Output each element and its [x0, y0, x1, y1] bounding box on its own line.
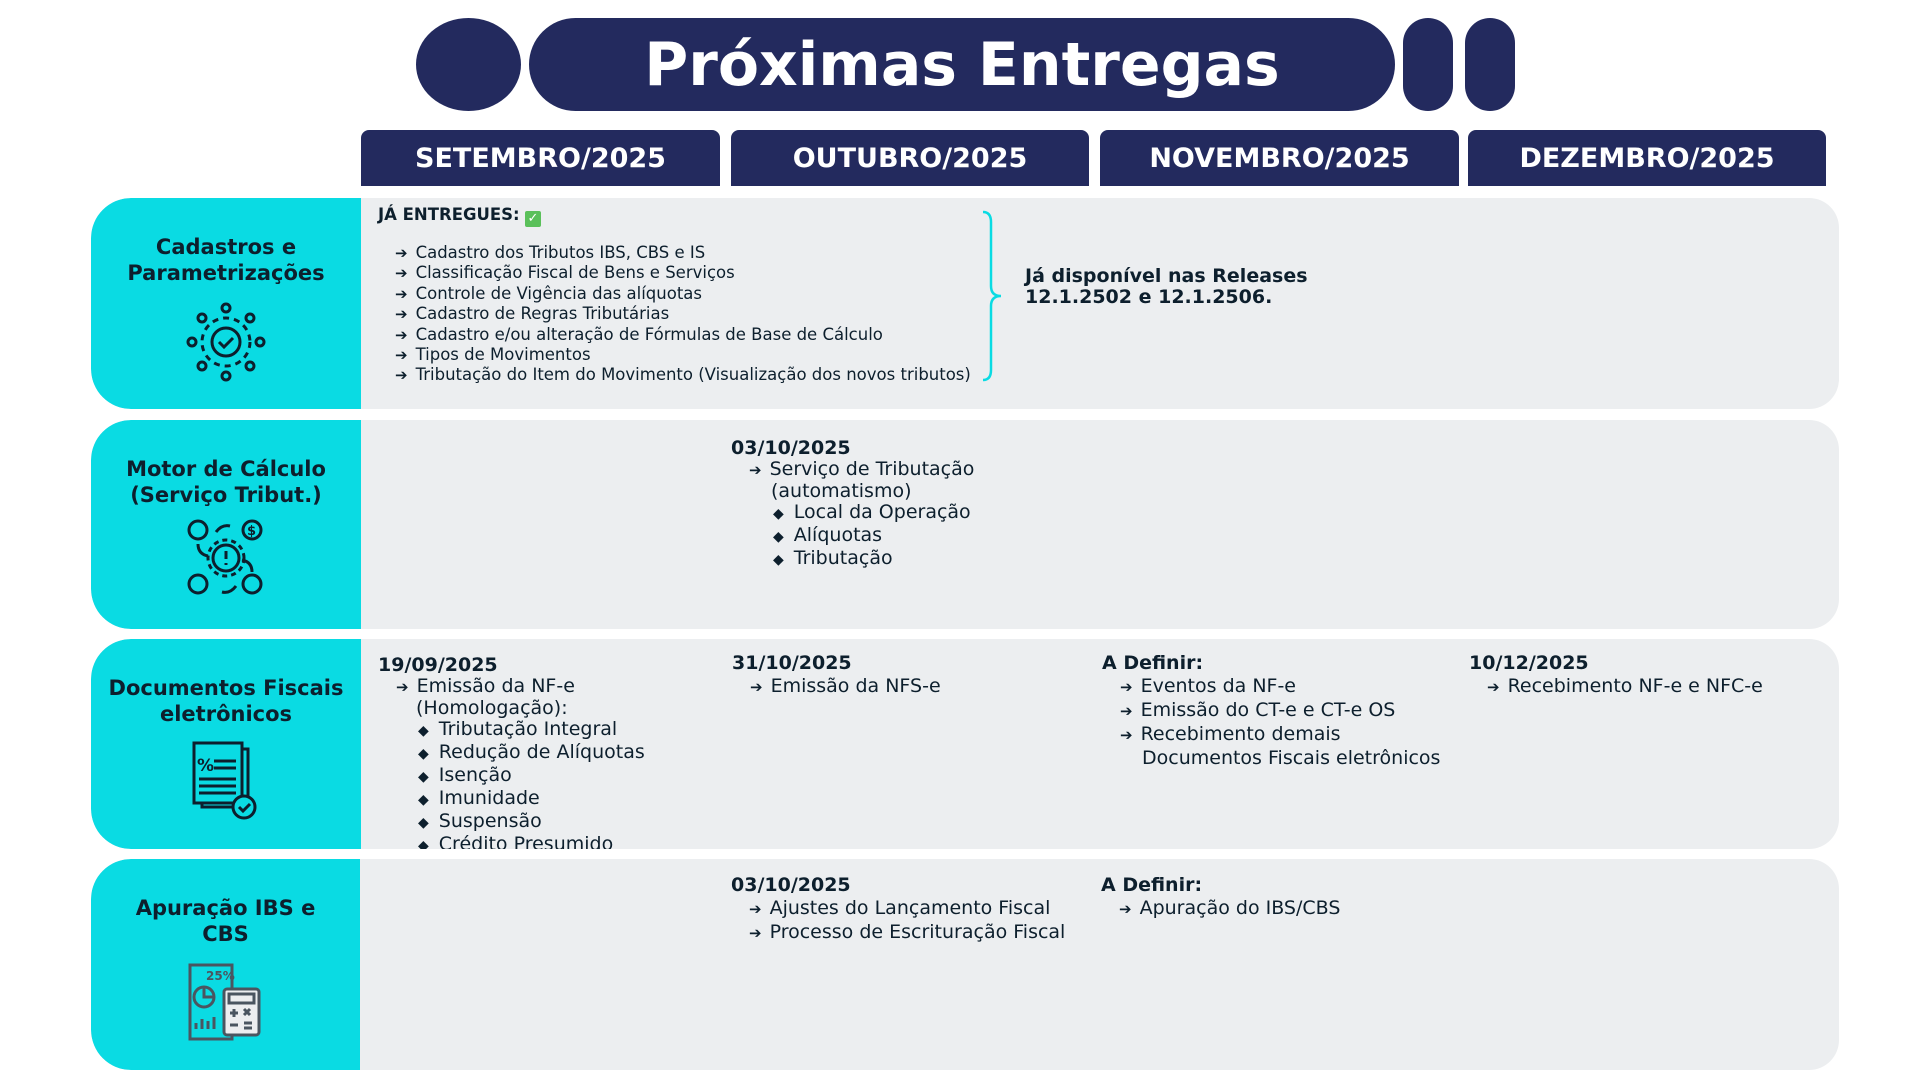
row-label: Motor de Cálculo (Serviço Tribut.) [91, 420, 361, 629]
sub-item: Suspensão [402, 811, 645, 834]
title-decoration-circle [416, 18, 521, 111]
list-item-continued: (Homologação): [416, 697, 568, 719]
row-motor-calculo: Motor de Cálculo (Serviço Tribut.) $ 03/… [91, 420, 1839, 629]
list-item: Ajustes do Lançamento Fiscal [751, 897, 1065, 921]
list-item: Processo de Escrituração Fiscal [751, 921, 1066, 945]
page-title: Próximas Entregas [529, 18, 1395, 111]
list-item: Recebimento demais [1122, 723, 1440, 747]
month-header-december: DEZEMBRO/2025 [1468, 130, 1826, 186]
list-item: Apuração do IBS/CBS [1121, 897, 1341, 921]
sub-item: Redução de Alíquotas [402, 742, 645, 765]
row-documentos-fiscais: Documentos Fiscais eletrônicos % 19/09/2… [91, 639, 1839, 849]
list-item: Tributação do Item do Movimento (Visuali… [397, 365, 971, 385]
svg-text:%: % [197, 756, 214, 776]
list-item: Emissão do CT-e e CT-e OS [1122, 699, 1440, 723]
sub-item: Imunidade [402, 788, 645, 811]
delivery-date: 31/10/2025 [732, 652, 852, 674]
list-item: Cadastro dos Tributos IBS, CBS e IS [397, 243, 971, 263]
release-note: Já disponível nas Releases [1025, 265, 1308, 287]
title-decoration-pill [1465, 18, 1515, 111]
month-header-october: OUTUBRO/2025 [731, 130, 1089, 186]
list-item: Cadastro e/ou alteração de Fórmulas de B… [397, 325, 971, 345]
list-item: Tipos de Movimentos [397, 345, 971, 365]
tax-calculator-icon: 25% [188, 963, 261, 1041]
month-header-september: SETEMBRO/2025 [361, 130, 720, 186]
process-gear-icon: $ [187, 519, 263, 595]
check-mark-icon: ✓ [524, 211, 541, 227]
delivery-date: 19/09/2025 [378, 654, 498, 676]
sub-item: Isenção [402, 765, 645, 788]
sub-item: Local da Operação [757, 502, 974, 525]
delivery-date: A Definir: [1101, 874, 1203, 896]
list-item: Controle de Vigência das alíquotas [397, 284, 971, 304]
list-item: Recebimento NF-e e NFC-e [1489, 675, 1763, 699]
release-note: 12.1.2502 e 12.1.2506. [1025, 286, 1273, 308]
delivery-date: 03/10/2025 [731, 437, 851, 459]
month-header-november: NOVEMBRO/2025 [1100, 130, 1459, 186]
title-decoration-pill [1403, 18, 1453, 111]
list-item: Eventos da NF-e [1122, 675, 1440, 699]
gear-network-icon [186, 302, 266, 382]
svg-text:$: $ [247, 524, 256, 539]
list-item-continued: (automatismo) [771, 480, 912, 502]
list-item: Serviço de Tributação [751, 459, 975, 481]
list-item: Emissão da NF-e [398, 676, 645, 698]
list-item: Cadastro de Regras Tributárias [397, 304, 971, 324]
list-item: Emissão da NFS-e [752, 675, 941, 699]
delivered-list: Cadastro dos Tributos IBS, CBS e IS Clas… [397, 243, 971, 386]
row-cadastros: Cadastros e Parametrizações JÁ ENTREGUES… [91, 198, 1839, 409]
sub-item: Tributação Integral [402, 719, 645, 742]
row-apuracao: Apuração IBS e CBS 25% 03/10/2025 Ajuste… [91, 859, 1839, 1070]
list-item: Classificação Fiscal de Bens e Serviços [397, 263, 971, 283]
sub-item: Alíquotas [757, 525, 974, 548]
svg-text:25%: 25% [206, 969, 235, 983]
row-label: Cadastros e Parametrizações [91, 198, 361, 409]
curly-brace [982, 210, 1002, 382]
delivered-heading: JÁ ENTREGUES: [378, 205, 520, 224]
tax-document-icon: % [192, 741, 257, 820]
sub-item: Tributação [757, 548, 974, 571]
delivery-date: 10/12/2025 [1469, 652, 1589, 674]
delivery-date: 03/10/2025 [731, 874, 851, 896]
delivery-date: A Definir: [1102, 652, 1204, 674]
list-item-continued: Documentos Fiscais eletrônicos [1142, 747, 1441, 769]
sub-item: Crédito Presumido [402, 834, 645, 850]
